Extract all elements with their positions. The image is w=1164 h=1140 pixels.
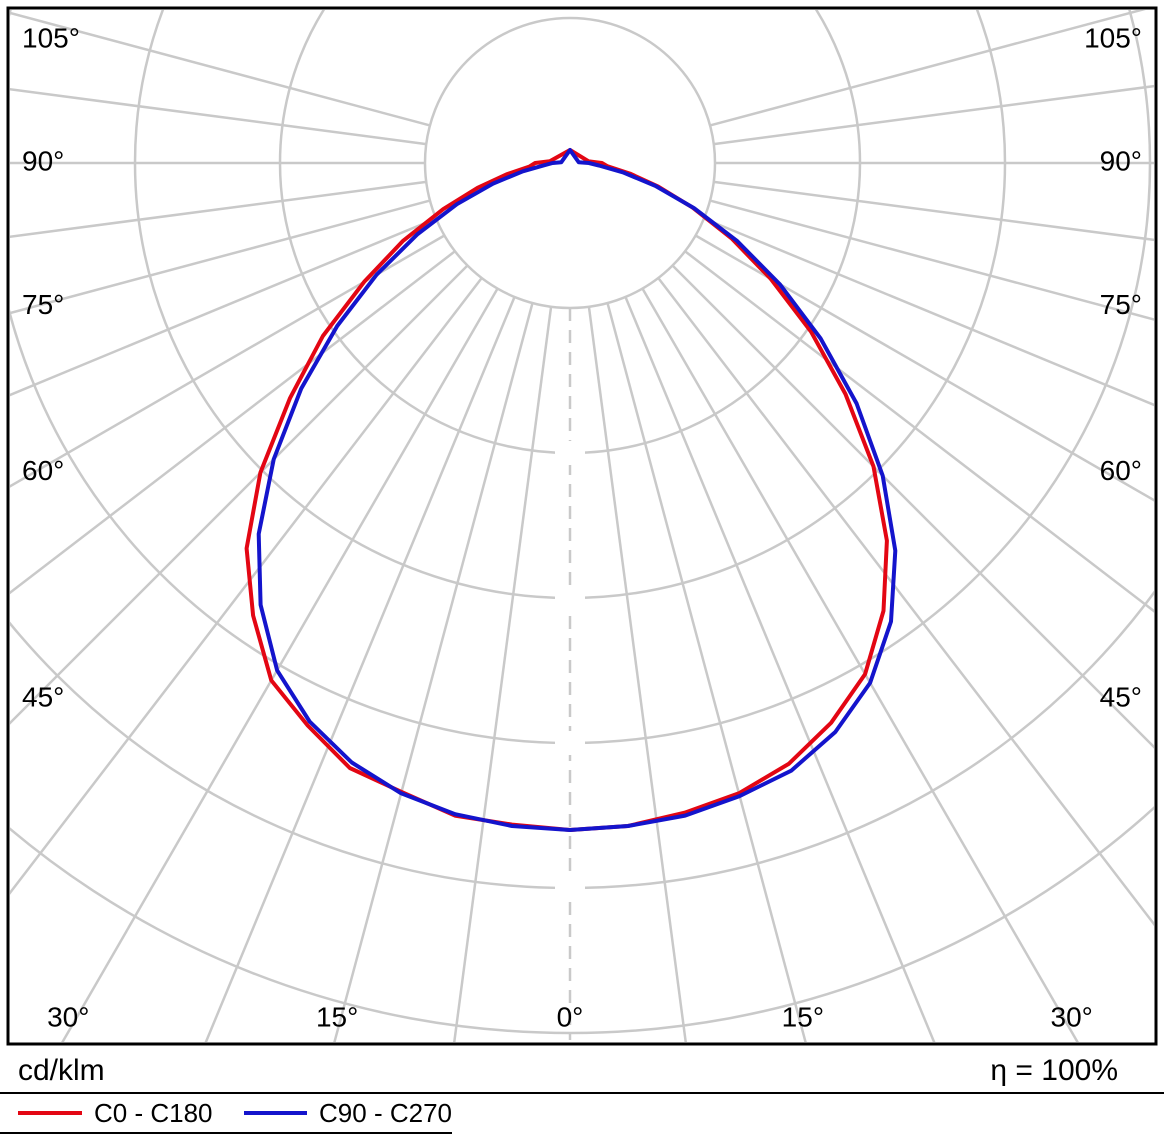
svg-text:75°: 75° [1100,289,1142,320]
legend-item-c90-c270: C90 - C270 [226,1094,452,1134]
legend-item-c0-c180: C0 - C180 [0,1094,226,1134]
svg-text:45°: 45° [1100,681,1142,712]
svg-text:75°: 75° [22,289,64,320]
legend-line-c0-c180-swatch [18,1111,82,1115]
svg-text:30°: 30° [47,1001,89,1032]
legend-label-c0-c180: C0 - C180 [94,1097,213,1128]
svg-text:15°: 15° [316,1001,358,1032]
legend-line-c90-c270-swatch [244,1111,308,1115]
svg-text:45°: 45° [22,681,64,712]
polar-chart-canvas: 0° 15° 15° 30° 30° 45° 45° 60° 60° 75° 75° 90° 90° 10… [6,6,1158,1046]
svg-text:15°: 15° [782,1001,824,1032]
legend-label-c90-c270: C90 - C270 [319,1097,452,1128]
svg-text:105°: 105° [22,22,80,53]
svg-text:60°: 60° [1100,455,1142,486]
unit-label: cd/klm [18,1054,105,1087]
svg-text:90°: 90° [22,145,64,176]
svg-text:105°: 105° [1084,22,1142,53]
svg-text:30°: 30° [1051,1001,1093,1032]
svg-text:0°: 0° [557,1001,584,1032]
efficiency-label: η = 100% [990,1054,1118,1087]
svg-text:90°: 90° [1100,145,1142,176]
legend-header-row: cd/klm η = 100% [0,1044,1164,1094]
legend-footer: cd/klm η = 100% C0 - C180 C90 - C270 [0,1044,1164,1140]
svg-text:60°: 60° [22,455,64,486]
legend-row: C0 - C180 C90 - C270 [0,1094,1164,1134]
